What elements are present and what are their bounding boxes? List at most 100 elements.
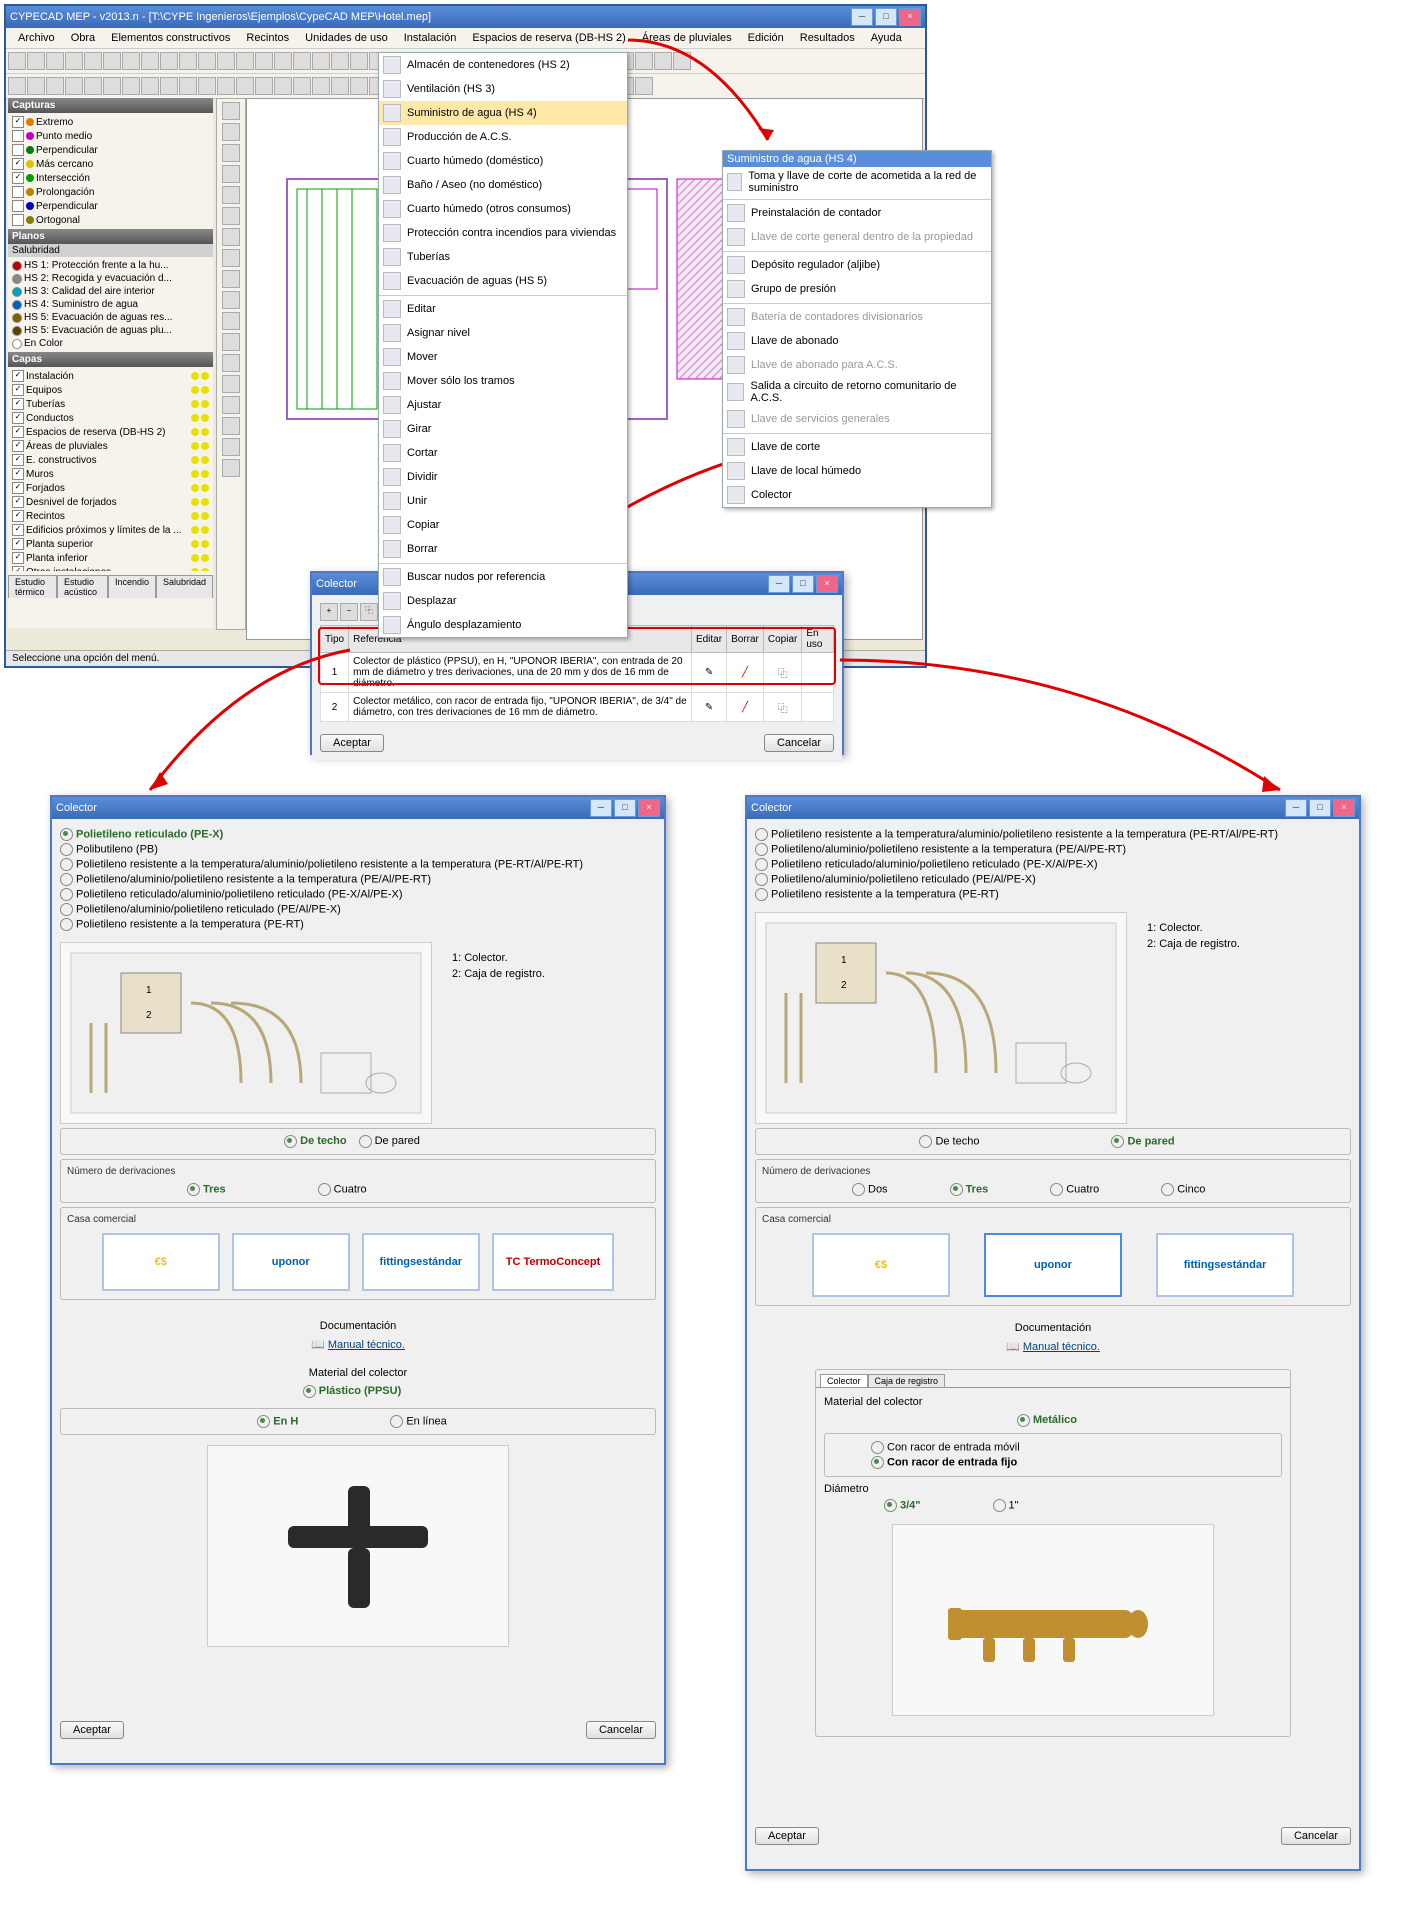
tool2-12[interactable] bbox=[236, 77, 254, 95]
brand3-€$[interactable]: €$ bbox=[812, 1233, 950, 1297]
mat-opt3[interactable]: Polietileno/aluminio/polietileno reticul… bbox=[755, 872, 1351, 887]
vtool-13[interactable] bbox=[222, 375, 240, 393]
brand-€$[interactable]: €$ bbox=[102, 1233, 220, 1291]
plano-item[interactable]: HS 5: Evacuación de aguas plu... bbox=[10, 324, 211, 337]
mat-opt[interactable]: Polietileno reticulado/aluminio/polietil… bbox=[60, 887, 656, 902]
deriv3-opt[interactable]: Tres bbox=[950, 1183, 989, 1196]
vtool-10[interactable] bbox=[222, 312, 240, 330]
plano-item[interactable]: En Color bbox=[10, 337, 211, 350]
tab-Estudio acústico[interactable]: Estudio acústico bbox=[57, 575, 108, 598]
vtool-0[interactable] bbox=[222, 102, 240, 120]
shape-opt[interactable]: En línea bbox=[390, 1415, 446, 1428]
menu-Espacios de reserva (DB-HS 2)[interactable]: Espacios de reserva (DB-HS 2) bbox=[464, 30, 633, 46]
menu1-item[interactable]: Buscar nudos por referencia bbox=[379, 563, 627, 589]
dlg1-ok[interactable]: Aceptar bbox=[320, 734, 384, 752]
menu1-item[interactable]: Evacuación de aguas (HS 5) bbox=[379, 269, 627, 293]
dlg3-max[interactable]: □ bbox=[1309, 799, 1331, 817]
deriv3-opt[interactable]: Cuatro bbox=[1050, 1183, 1099, 1196]
tool2-3[interactable] bbox=[65, 77, 83, 95]
pos3-opt[interactable]: De techo bbox=[919, 1135, 979, 1148]
dlg2-min[interactable]: ─ bbox=[590, 799, 612, 817]
tool-16[interactable] bbox=[312, 52, 330, 70]
vtool-3[interactable] bbox=[222, 165, 240, 183]
tool-6[interactable] bbox=[122, 52, 140, 70]
menu1-item[interactable]: Editar bbox=[379, 295, 627, 321]
captura-item[interactable]: ✓Intersección bbox=[10, 171, 211, 185]
dlg3-close[interactable]: × bbox=[1333, 799, 1355, 817]
plano-item[interactable]: HS 4: Suministro de agua bbox=[10, 298, 211, 311]
mat-opt3[interactable]: Polietileno resistente a la temperatura/… bbox=[755, 827, 1351, 842]
subtab-Caja de registro[interactable]: Caja de registro bbox=[868, 1374, 946, 1387]
vtool-4[interactable] bbox=[222, 186, 240, 204]
captura-item[interactable]: Punto medio bbox=[10, 129, 211, 143]
menu1-item[interactable]: Almacén de contenedores (HS 2) bbox=[379, 53, 627, 77]
mat-opt[interactable]: Polibutileno (PB) bbox=[60, 842, 656, 857]
mat-opt[interactable]: Polietileno resistente a la temperatura/… bbox=[60, 857, 656, 872]
vtool-16[interactable] bbox=[222, 438, 240, 456]
plano-item[interactable]: HS 2: Recogida y evacuación d... bbox=[10, 272, 211, 285]
dlg3-min[interactable]: ─ bbox=[1285, 799, 1307, 817]
menu-Áreas de pluviales[interactable]: Áreas de pluviales bbox=[634, 30, 740, 46]
dlg1-cancel[interactable]: Cancelar bbox=[764, 734, 834, 752]
dlg2-max[interactable]: □ bbox=[614, 799, 636, 817]
table-row[interactable]: 1Colector de plástico (PPSU), en H, "UPO… bbox=[321, 653, 834, 693]
capa-item[interactable]: ✓ Forjados bbox=[10, 481, 211, 495]
racor-opt[interactable]: Con racor de entrada móvil bbox=[831, 1440, 1275, 1455]
menu1-item[interactable]: Girar bbox=[379, 417, 627, 441]
matcol-opt[interactable]: Plástico (PPSU) bbox=[303, 1385, 402, 1397]
capa-item[interactable]: ✓Planta superior bbox=[10, 537, 211, 551]
shape-opt[interactable]: En H bbox=[257, 1415, 298, 1428]
tool2-11[interactable] bbox=[217, 77, 235, 95]
deriv-opt[interactable]: Tres bbox=[187, 1183, 226, 1196]
vtool-7[interactable] bbox=[222, 249, 240, 267]
captura-item[interactable]: Ortogonal bbox=[10, 213, 211, 227]
tool-12[interactable] bbox=[236, 52, 254, 70]
menu1-item[interactable]: Asignar nivel bbox=[379, 321, 627, 345]
mat-opt3[interactable]: Polietileno resistente a la temperatura … bbox=[755, 887, 1351, 902]
captura-item[interactable]: ✓Extremo bbox=[10, 115, 211, 129]
table-row[interactable]: 2Colector metálico, con racor de entrada… bbox=[321, 693, 834, 722]
tool-4[interactable] bbox=[84, 52, 102, 70]
tool2-8[interactable] bbox=[160, 77, 178, 95]
dlg1-close[interactable]: × bbox=[816, 575, 838, 593]
capa-item[interactable]: ✓ Recintos bbox=[10, 509, 211, 523]
subtab-Colector[interactable]: Colector bbox=[820, 1374, 868, 1387]
tool-9[interactable] bbox=[179, 52, 197, 70]
mat-opt[interactable]: Polietileno/aluminio/polietileno resiste… bbox=[60, 872, 656, 887]
tool-15[interactable] bbox=[293, 52, 311, 70]
copy-icon[interactable]: ⿻ bbox=[360, 603, 378, 621]
menu1-item[interactable]: Borrar bbox=[379, 537, 627, 561]
pos-opt[interactable]: De techo bbox=[284, 1135, 346, 1147]
tool2-15[interactable] bbox=[293, 77, 311, 95]
min-button[interactable]: ─ bbox=[851, 8, 873, 26]
vtool-6[interactable] bbox=[222, 228, 240, 246]
captura-item[interactable]: Prolongación bbox=[10, 185, 211, 199]
vtool-14[interactable] bbox=[222, 396, 240, 414]
pos3-opt[interactable]: De pared bbox=[1111, 1135, 1174, 1148]
deriv3-opt[interactable]: Dos bbox=[852, 1183, 888, 1196]
menu-Edición[interactable]: Edición bbox=[740, 30, 792, 46]
tool2-1[interactable] bbox=[27, 77, 45, 95]
brand-uponor[interactable]: uponor bbox=[232, 1233, 350, 1291]
max-button[interactable]: □ bbox=[875, 8, 897, 26]
menu1-item[interactable]: Ángulo desplazamiento bbox=[379, 613, 627, 637]
tool-8[interactable] bbox=[160, 52, 178, 70]
menu-Elementos constructivos[interactable]: Elementos constructivos bbox=[103, 30, 238, 46]
deriv-opt[interactable]: Cuatro bbox=[318, 1183, 367, 1196]
menu1-item[interactable]: Unir bbox=[379, 489, 627, 513]
plano-item[interactable]: HS 1: Protección frente a la hu... bbox=[10, 259, 211, 272]
mat-opt3[interactable]: Polietileno/aluminio/polietileno resiste… bbox=[755, 842, 1351, 857]
capa-item[interactable]: ✓ Áreas de pluviales bbox=[10, 439, 211, 453]
capa-item[interactable]: ✓E. constructivos bbox=[10, 453, 211, 467]
tool2-14[interactable] bbox=[274, 77, 292, 95]
tab-Salubridad[interactable]: Salubridad bbox=[156, 575, 213, 598]
menu2-item[interactable]: Colector bbox=[723, 483, 991, 507]
menu-Unidades de uso[interactable]: Unidades de uso bbox=[297, 30, 396, 46]
vtool-17[interactable] bbox=[222, 459, 240, 477]
dlg2-ok[interactable]: Aceptar bbox=[60, 1721, 124, 1739]
tool2-16[interactable] bbox=[312, 77, 330, 95]
tool2-18[interactable] bbox=[350, 77, 368, 95]
tool-11[interactable] bbox=[217, 52, 235, 70]
menu1-item[interactable]: Mover sólo los tramos bbox=[379, 369, 627, 393]
vtool-2[interactable] bbox=[222, 144, 240, 162]
